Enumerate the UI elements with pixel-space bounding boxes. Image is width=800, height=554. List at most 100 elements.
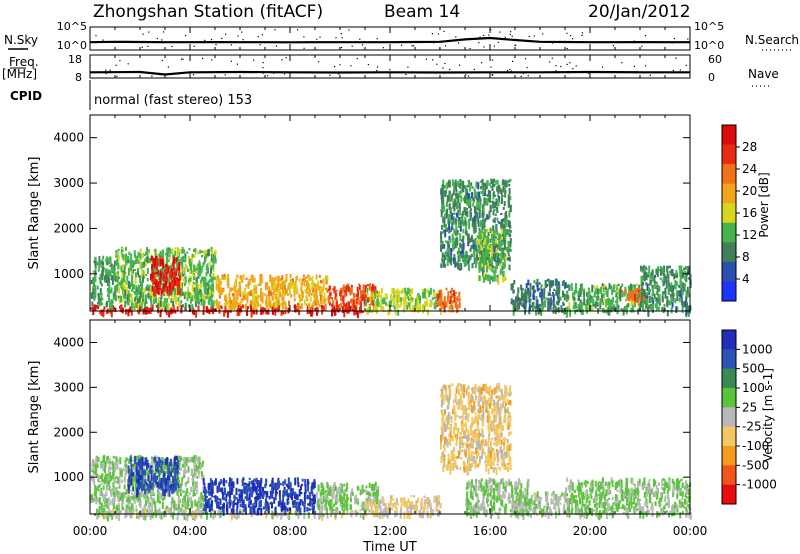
- range-gate-cell: [172, 262, 174, 267]
- range-gate-cell: [184, 495, 186, 503]
- range-gate-cell: [139, 463, 142, 470]
- range-gate-cell: [451, 193, 454, 197]
- range-gate-cell: [483, 273, 486, 277]
- range-gate-cell: [483, 256, 486, 265]
- sample-dot: [382, 47, 384, 49]
- range-gate-cell: [125, 259, 128, 266]
- range-gate-cell: [462, 235, 465, 243]
- range-gate-cell: [107, 466, 110, 473]
- range-gate-cell: [490, 245, 493, 253]
- range-gate-cell: [658, 289, 661, 293]
- range-gate-cell: [685, 308, 688, 316]
- range-gate-cell: [591, 284, 594, 293]
- range-gate-cell: [453, 260, 455, 265]
- range-gate-cell: [271, 296, 274, 302]
- range-gate-cell: [224, 276, 227, 280]
- range-gate-cell: [348, 304, 351, 311]
- range-gate-cell: [456, 204, 459, 209]
- range-gate-cell: [157, 269, 160, 275]
- range-gate-cell: [331, 307, 334, 312]
- range-gate-cell: [173, 296, 176, 301]
- range-gate-cell: [121, 492, 124, 499]
- range-gate-cell: [241, 278, 244, 283]
- range-gate-cell: [658, 300, 661, 306]
- sample-dot: [303, 47, 305, 49]
- range-gate-cell: [179, 249, 182, 252]
- range-gate-cell: [178, 263, 181, 271]
- range-gate-cell: [268, 296, 271, 304]
- range-gate-cell: [426, 309, 429, 315]
- range-gate-cell: [457, 221, 460, 228]
- range-gate-cell: [122, 280, 125, 289]
- range-gate-cell: [419, 306, 422, 312]
- range-gate-cell: [202, 495, 205, 502]
- sample-dot: [116, 75, 118, 77]
- range-gate-cell: [191, 477, 194, 482]
- range-gate-cell: [497, 257, 500, 265]
- sample-dot: [527, 75, 529, 77]
- range-gate-cell: [482, 269, 484, 277]
- range-gate-cell: [122, 467, 125, 472]
- range-gate-cell: [502, 263, 505, 270]
- range-gate-cell: [313, 282, 316, 291]
- sample-dot: [210, 38, 213, 41]
- range-gate-cell: [291, 278, 294, 286]
- range-gate-cell: [562, 281, 564, 284]
- range-gate-cell: [460, 254, 463, 259]
- range-gate-cell: [476, 200, 479, 208]
- range-gate-cell: [100, 283, 103, 287]
- range-gate-cell: [486, 199, 489, 206]
- range-gate-cell: [190, 502, 193, 509]
- range-gate-cell: [683, 284, 686, 292]
- range-gate-cell: [117, 256, 120, 262]
- range-gate-cell: [117, 494, 120, 502]
- range-gate-cell: [211, 487, 214, 494]
- range-gate-cell: [487, 256, 489, 260]
- range-gate-cell: [257, 283, 260, 287]
- range-gate-cell: [141, 270, 144, 277]
- range-gate-cell: [138, 295, 141, 303]
- range-gate-cell: [265, 309, 268, 315]
- range-gate-cell: [539, 303, 542, 307]
- range-gate-cell: [449, 196, 452, 203]
- colorbar-tick-label: 8: [742, 250, 750, 264]
- range-gate-cell: [473, 223, 476, 230]
- range-gate-cell: [172, 510, 175, 514]
- range-gate-cell: [446, 248, 449, 253]
- range-gate-cell: [343, 287, 346, 291]
- range-gate-cell: [282, 295, 285, 304]
- range-gate-cell: [240, 305, 243, 313]
- range-gate-cell: [426, 288, 429, 293]
- range-gate-cell: [298, 293, 301, 299]
- range-gate-cell: [240, 300, 242, 304]
- range-gate-cell: [151, 513, 154, 517]
- range-gate-cell: [115, 513, 118, 519]
- range-gate-cell: [163, 278, 166, 286]
- range-gate-cell: [235, 290, 238, 293]
- sample-dot: [509, 33, 511, 35]
- range-gate-cell: [188, 277, 191, 281]
- range-gate-cell: [147, 310, 150, 314]
- range-gate-cell: [596, 302, 599, 307]
- range-gate-cell: [250, 306, 253, 312]
- range-gate-cell: [366, 284, 369, 287]
- range-gate-cell: [454, 199, 457, 207]
- range-gate-cell: [548, 279, 551, 287]
- sample-dot: [442, 67, 444, 69]
- range-gate-cell: [218, 294, 221, 299]
- range-gate-cell: [455, 189, 458, 192]
- range-gate-cell: [159, 259, 162, 267]
- range-gate-cell: [253, 296, 256, 303]
- range-gate-cell: [468, 218, 470, 223]
- range-gate-cell: [403, 304, 406, 312]
- range-gate-cell: [492, 242, 494, 250]
- range-gate-cell: [453, 254, 456, 260]
- range-gate-cell: [161, 493, 164, 499]
- sample-dot: [467, 75, 470, 77]
- range-gate-cell: [172, 304, 175, 311]
- range-gate-cell: [349, 287, 352, 296]
- range-gate-cell: [327, 295, 330, 300]
- range-gate-cell: [577, 304, 580, 311]
- range-gate-cell: [124, 295, 127, 300]
- range-gate-cell: [645, 273, 648, 281]
